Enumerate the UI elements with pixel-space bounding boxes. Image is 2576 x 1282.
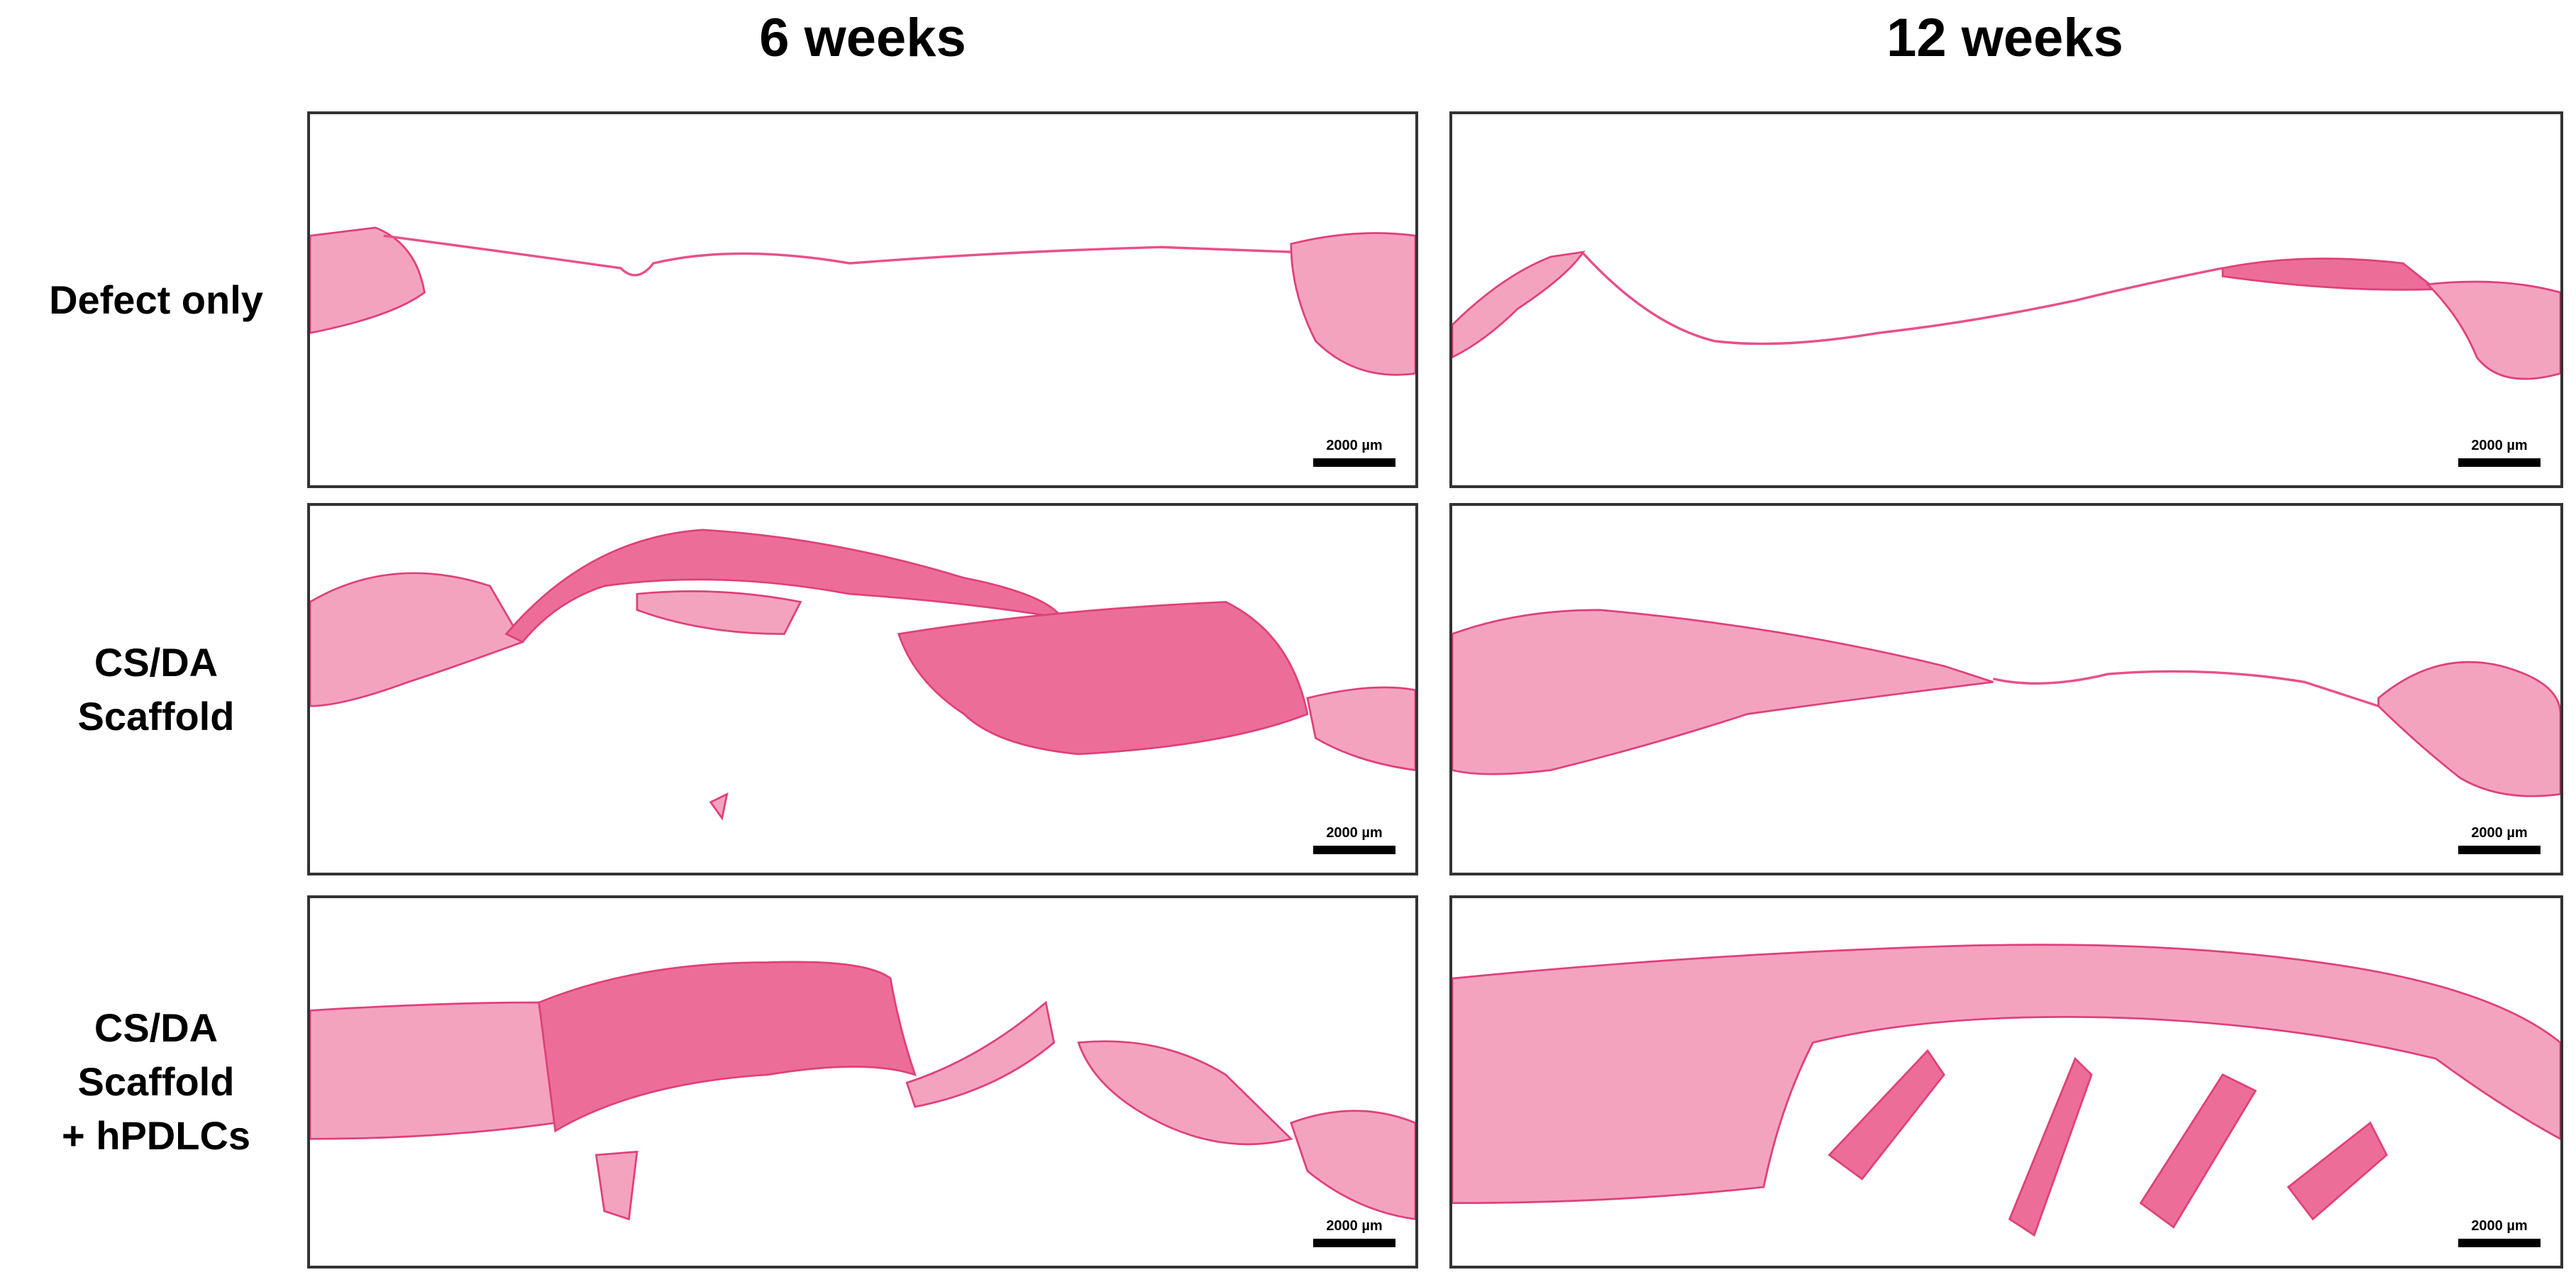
scale-bar: 2000 µm: [2457, 825, 2542, 854]
row-label-line: CS/DA: [94, 639, 219, 685]
image-panel: 2000 µm: [307, 895, 1418, 1269]
tissue: [2008, 1056, 2093, 1237]
scale-bar-label: 2000 µm: [1326, 825, 1383, 841]
tissue: [709, 792, 729, 821]
scale-bar-label: 2000 µm: [2471, 825, 2528, 841]
tissue: [310, 1001, 557, 1140]
tissue: [310, 226, 426, 334]
tissue: [1452, 250, 1586, 359]
scale-bar: 2000 µm: [1312, 438, 1397, 467]
tissue: [1306, 686, 1415, 771]
tissue: [538, 961, 917, 1133]
tissue-image: [1452, 944, 2560, 1237]
tissue: [1452, 609, 1994, 775]
tissue: [383, 234, 1291, 277]
tissue-image: [1452, 250, 2560, 380]
row-label-line: Defect only: [49, 277, 263, 322]
tissue: [1077, 1040, 1293, 1146]
tissue: [905, 1000, 1056, 1108]
tissue: [1290, 232, 1415, 376]
row-label-line: Scaffold: [77, 693, 235, 739]
row-label-line: + hPDLCs: [61, 1113, 251, 1158]
tissue: [636, 590, 802, 635]
scale-bar-label: 2000 µm: [2471, 438, 2528, 453]
tissue: [2287, 1121, 2388, 1221]
tissue: [1452, 944, 2560, 1205]
tissue: [1828, 1049, 1945, 1181]
image-panel: 2000 µm: [307, 111, 1418, 488]
scale-bar-line: [2458, 1239, 2541, 1247]
tissue: [2377, 661, 2560, 797]
row-label: CS/DA Scaffold: [14, 503, 298, 875]
scale-bar-line: [2458, 846, 2541, 854]
image-panel: 2000 µm: [1449, 111, 2563, 488]
scale-bar: 2000 µm: [2457, 438, 2542, 467]
scale-bar-label: 2000 µm: [1326, 438, 1383, 453]
tissue: [2139, 1073, 2257, 1229]
row-label: CS/DA Scaffold + hPDLCs: [14, 895, 298, 1269]
column-header: 6 weeks: [759, 8, 966, 68]
tissue-image: [310, 961, 1415, 1221]
column-header: 12 weeks: [1886, 8, 2123, 68]
image-panel: 2000 µm: [307, 503, 1418, 875]
scale-bar-label: 2000 µm: [1326, 1218, 1383, 1234]
tissue-image: [310, 529, 1415, 821]
scale-bar: 2000 µm: [1312, 825, 1397, 854]
scale-bar-line: [1313, 1239, 1395, 1247]
tissue: [1993, 670, 2379, 707]
tissue-image: [310, 226, 1415, 376]
tissue: [1582, 253, 2223, 346]
image-panel: 2000 µm: [1449, 503, 2563, 875]
row-label: Defect only: [14, 111, 298, 488]
tissue: [2221, 258, 2439, 291]
scale-bar-line: [1313, 846, 1395, 854]
tissue: [897, 601, 1309, 756]
scale-bar-line: [1313, 458, 1395, 467]
tissue-image: [1452, 609, 2560, 797]
scale-bar-line: [2458, 458, 2541, 467]
tissue: [1290, 1110, 1415, 1220]
tissue: [595, 1150, 639, 1221]
row-label-line: CS/DA Scaffold: [77, 1005, 235, 1104]
tissue: [310, 572, 524, 707]
scale-bar: 2000 µm: [1312, 1218, 1397, 1247]
scale-bar: 2000 µm: [2457, 1218, 2542, 1247]
image-panel: 2000 µm: [1449, 895, 2563, 1269]
tissue: [2425, 280, 2560, 380]
scale-bar-label: 2000 µm: [2471, 1218, 2528, 1234]
